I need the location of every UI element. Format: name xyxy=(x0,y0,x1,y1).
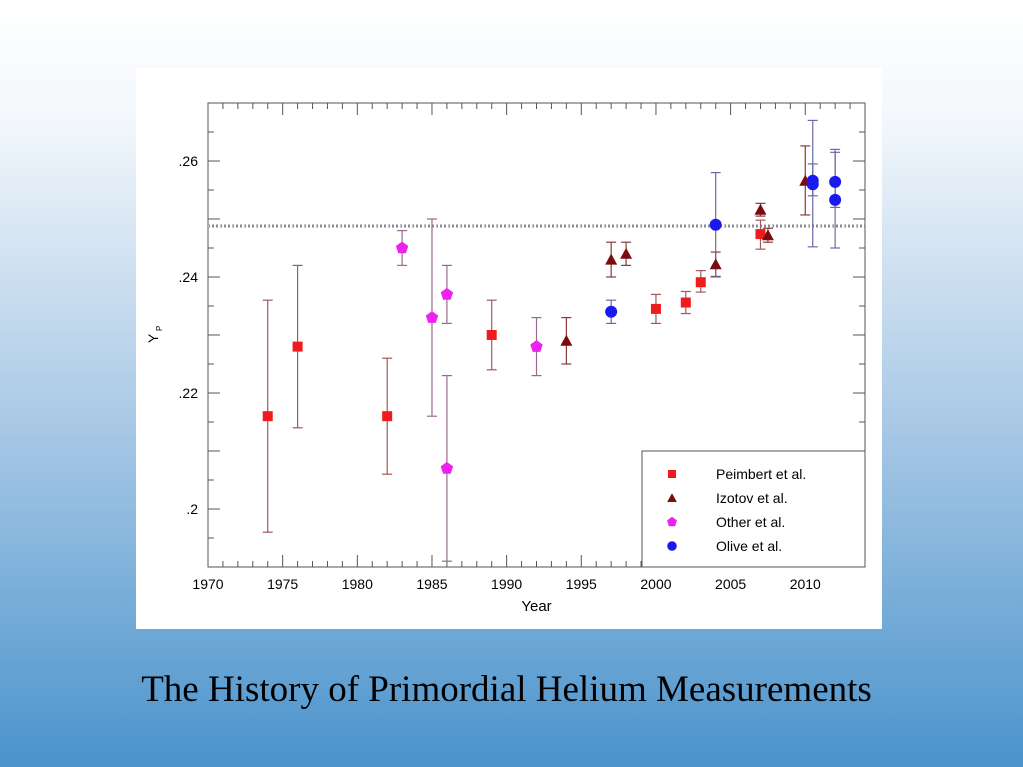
x-tick-label: 1970 xyxy=(192,576,223,592)
data-point-square xyxy=(695,277,706,288)
data-point-triangle xyxy=(605,253,618,265)
legend-marker-triangle xyxy=(667,493,677,502)
data-point-pentagon xyxy=(530,340,543,352)
y-axis-label: Y xyxy=(145,333,161,343)
x-axis-label: Year xyxy=(521,598,551,615)
x-tick-label: 2010 xyxy=(790,576,821,592)
data-point-square xyxy=(650,303,661,314)
x-tick-label: 1980 xyxy=(342,576,373,592)
data-point-pentagon xyxy=(440,287,454,300)
data-point-triangle xyxy=(709,258,722,270)
y-axis-label-subscript: P xyxy=(155,326,164,331)
y-tick-label: .2 xyxy=(186,501,198,517)
data-point-pentagon xyxy=(425,311,439,323)
slide-title: The History of Primordial Helium Measure… xyxy=(141,669,872,710)
legend-marker-square xyxy=(668,470,676,478)
data-point-square xyxy=(382,411,393,422)
legend-label: Other et al. xyxy=(716,514,785,530)
data-point-triangle xyxy=(754,203,767,215)
legend-label: Olive et al. xyxy=(716,538,782,554)
x-tick-label: 2000 xyxy=(640,576,671,592)
data-point-pentagon xyxy=(395,241,409,254)
y-tick-label: .26 xyxy=(179,153,199,169)
y-tick-label: .22 xyxy=(179,385,199,401)
legend-marker-circle xyxy=(667,541,677,551)
data-point-circle xyxy=(829,193,842,206)
x-tick-label: 1990 xyxy=(491,576,522,592)
data-point-square xyxy=(755,229,766,240)
y-tick-label: .24 xyxy=(179,269,199,285)
legend-label: Peimbert et al. xyxy=(716,466,806,482)
data-point-circle xyxy=(605,305,618,318)
x-tick-label: 1985 xyxy=(416,576,447,592)
x-tick-label: 1975 xyxy=(267,576,298,592)
data-point-square xyxy=(486,330,497,340)
data-point-circle xyxy=(829,175,842,188)
data-point-triangle xyxy=(560,334,573,346)
legend-label: Izotov et al. xyxy=(716,490,788,506)
data-point-square xyxy=(262,411,273,422)
data-point-triangle xyxy=(761,229,774,241)
data-point-circle xyxy=(806,178,819,191)
data-point-pentagon xyxy=(440,461,454,474)
data-point-square xyxy=(680,297,691,308)
legend-box xyxy=(641,450,866,568)
chart-panel: 1970 1975 1980 1985 1990 1995 2000 2005 2010 .2 .2… xyxy=(136,68,882,629)
helium-chart: 1970 1975 1980 1985 1990 1995 2000 2005 2010 .2 .2… xyxy=(145,102,866,615)
data-point-triangle xyxy=(620,247,633,259)
legend-marker-pentagon xyxy=(667,516,677,527)
x-tick-label: 1995 xyxy=(566,576,597,592)
x-tick-label: 2005 xyxy=(715,576,746,592)
data-point-circle xyxy=(709,218,722,231)
data-point-square xyxy=(292,341,303,352)
